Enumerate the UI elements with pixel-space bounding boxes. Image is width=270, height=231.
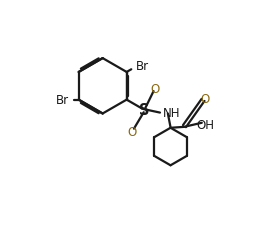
Text: S: S xyxy=(139,103,150,118)
Text: Br: Br xyxy=(136,60,149,73)
Text: OH: OH xyxy=(196,118,214,131)
Text: O: O xyxy=(127,125,137,138)
Text: O: O xyxy=(151,83,160,96)
Text: O: O xyxy=(201,92,210,105)
Text: Br: Br xyxy=(56,94,69,107)
Text: NH: NH xyxy=(163,107,180,120)
